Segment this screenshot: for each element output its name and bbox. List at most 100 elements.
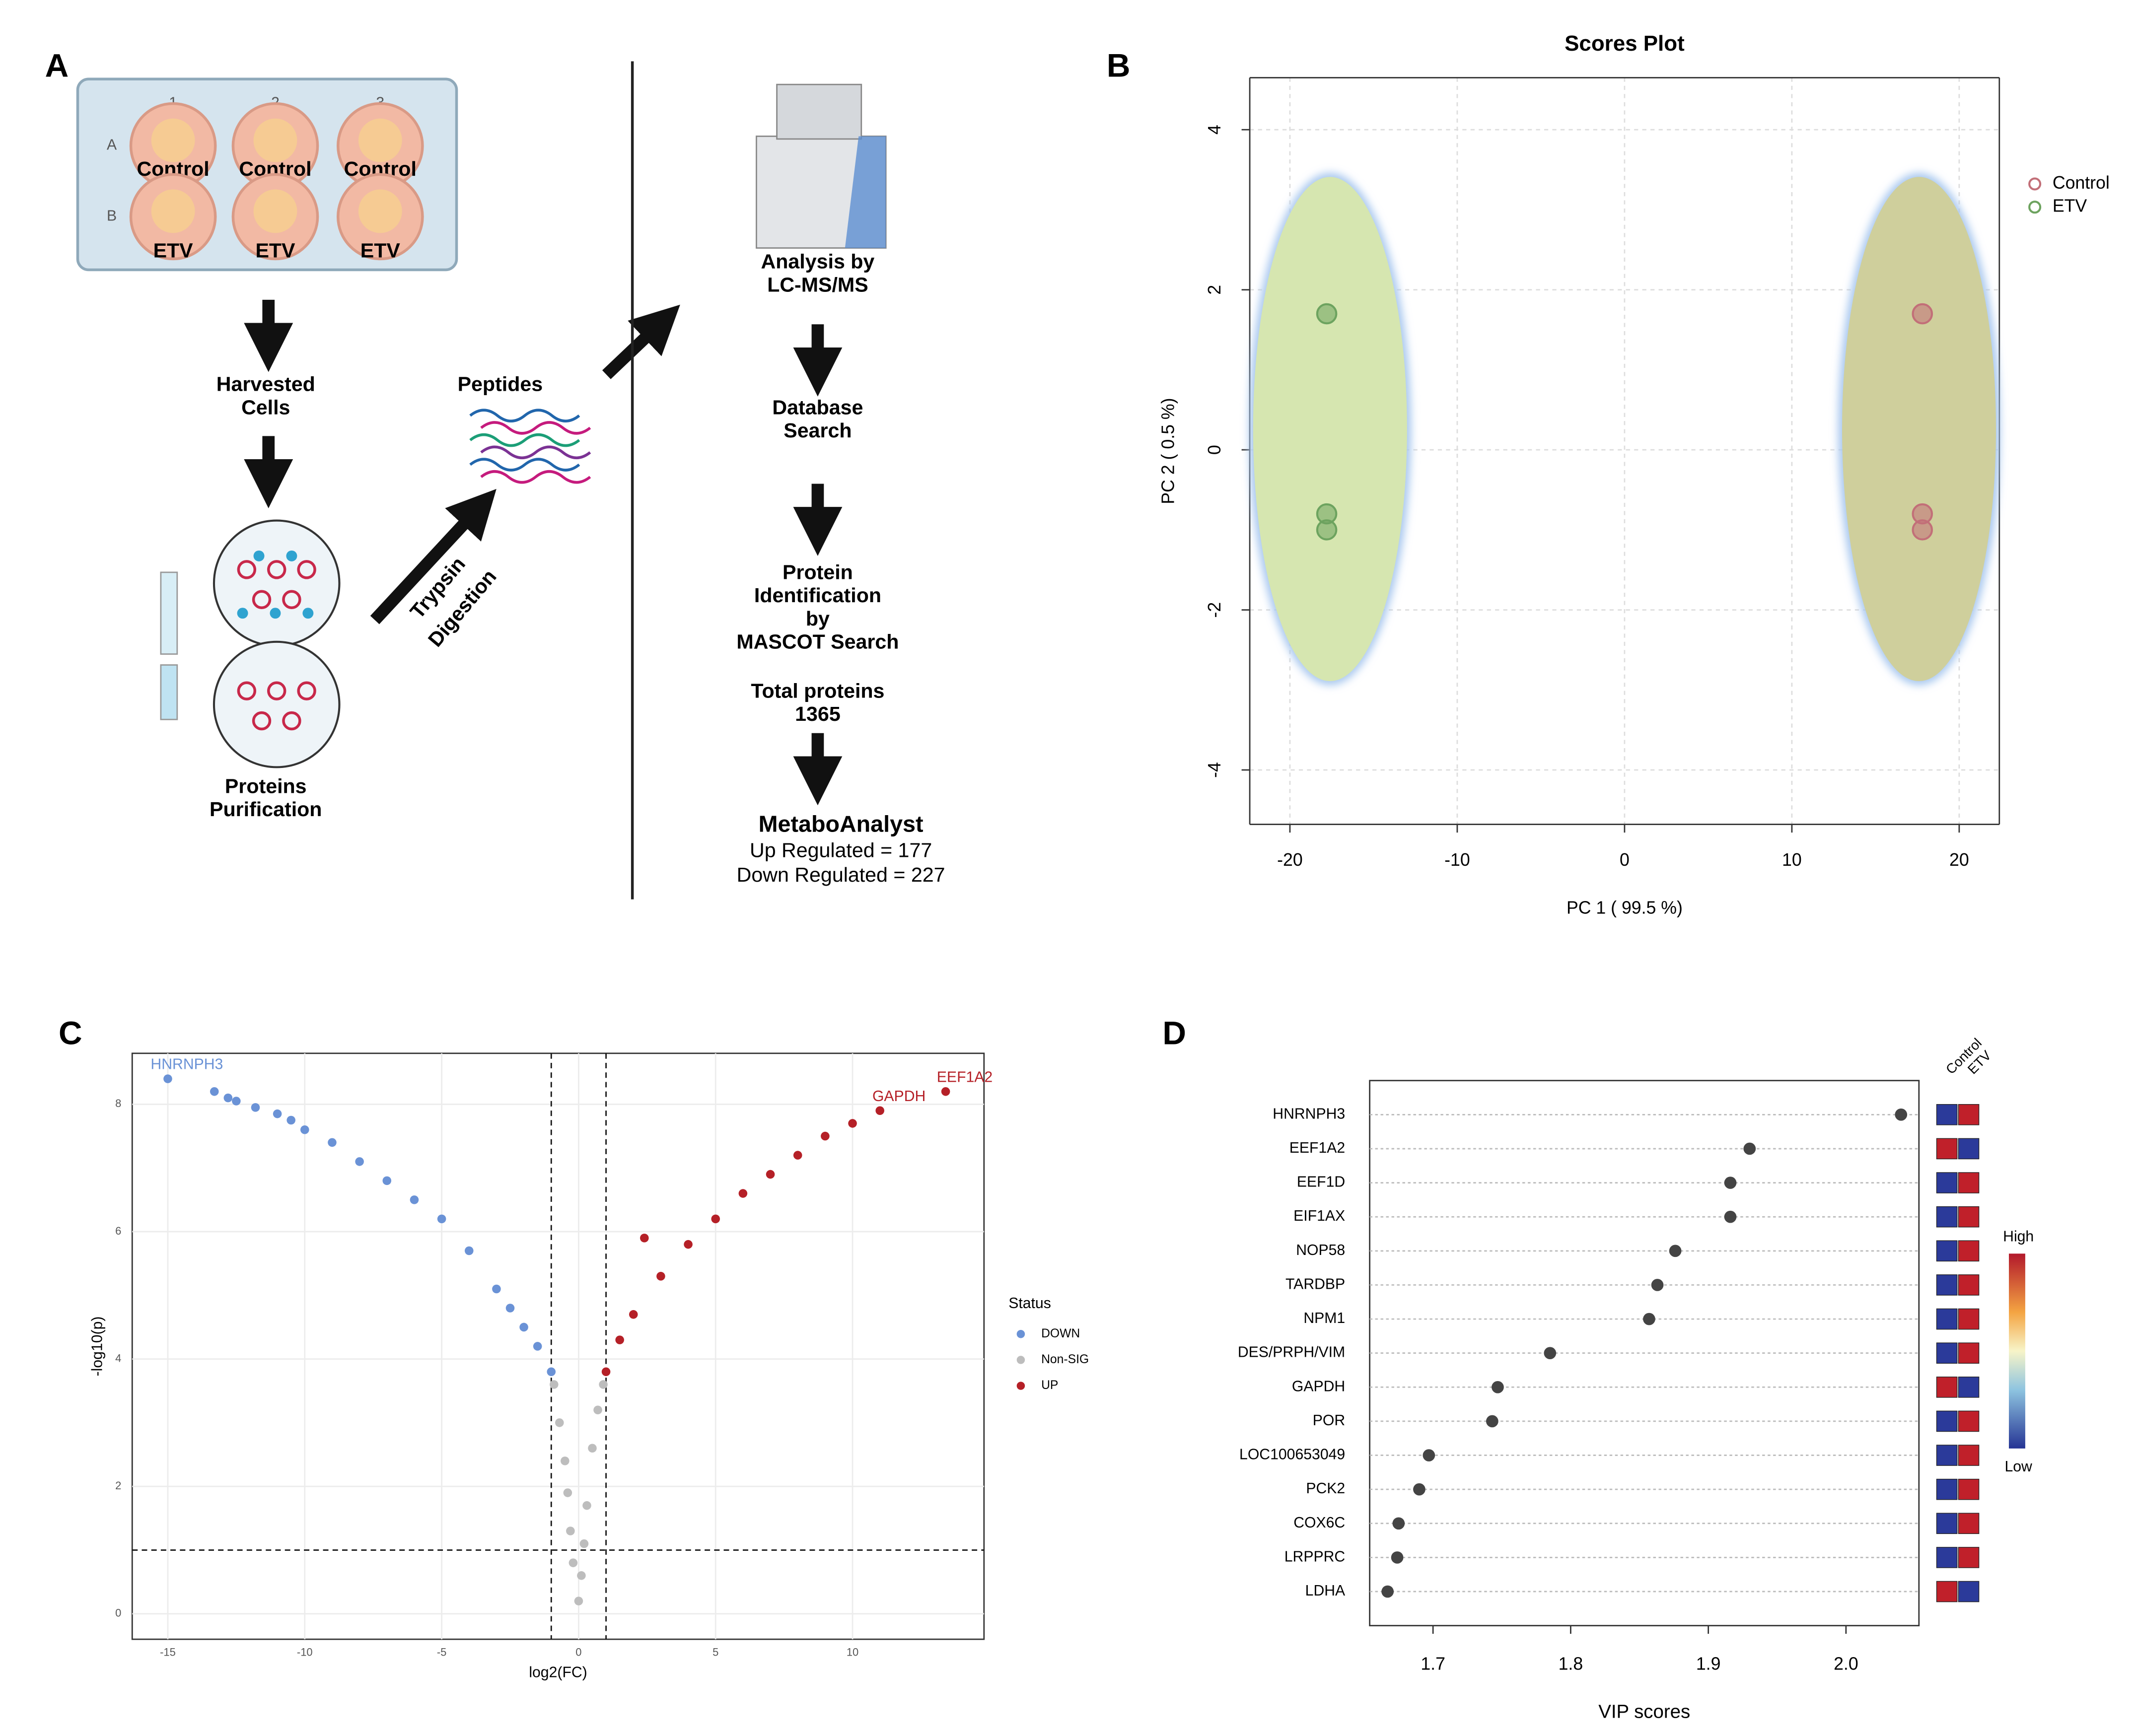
y-axis-label: PC 2 ( 0.5 %) (1158, 398, 1178, 504)
step-label: Up Regulated = 177 (750, 838, 932, 861)
heatmap-cell (1958, 1478, 1980, 1500)
step-label: 1365 (795, 702, 841, 725)
step-label: by (806, 607, 830, 630)
point (711, 1214, 720, 1224)
point (223, 1093, 233, 1103)
y-tick-label: 4 (1205, 125, 1224, 135)
panel-label: B (1107, 47, 1131, 84)
point (582, 1501, 591, 1510)
x-tick-label: 1.9 (1696, 1654, 1721, 1674)
confidence-ellipse (1253, 177, 1407, 682)
point (492, 1284, 501, 1294)
tube (160, 664, 178, 720)
y-tick-label: LRPPRC (1284, 1548, 1345, 1565)
y-tick-label: HNRNPH3 (1273, 1106, 1345, 1122)
heatmap-cell (1936, 1410, 1958, 1432)
heatmap-cell (1958, 1274, 1980, 1296)
ms-panel (845, 136, 886, 248)
x-axis-label: VIP scores (1598, 1701, 1690, 1722)
heatmap-cell (1936, 1138, 1958, 1160)
point (629, 1310, 638, 1319)
point (684, 1240, 693, 1249)
heatmap-cell (1936, 1445, 1958, 1466)
panel-label: C (59, 1015, 82, 1051)
point-annotation: GAPDH (872, 1088, 926, 1105)
x-tick-label: -10 (297, 1646, 313, 1658)
heatmap-cell (1936, 1377, 1958, 1398)
cell-cluster (151, 189, 195, 233)
protein-blob (297, 681, 316, 700)
point (1743, 1142, 1756, 1155)
well-label: ETV (153, 239, 194, 262)
plot-area (131, 1052, 985, 1640)
legend-marker (1016, 1356, 1025, 1364)
x-tick-label: 1.8 (1559, 1654, 1583, 1674)
confidence-ellipse (1842, 177, 1996, 682)
well-label: ETV (360, 239, 401, 262)
legend-label: UP (1041, 1379, 1058, 1392)
point (437, 1214, 446, 1224)
peptide (469, 458, 580, 472)
step-label: Search (784, 419, 852, 442)
heatmap-cell (1936, 1513, 1958, 1534)
point (577, 1571, 586, 1580)
heatmap-cell (1958, 1410, 1980, 1432)
point (875, 1106, 884, 1115)
point (251, 1103, 260, 1112)
tube (160, 571, 178, 655)
peptide (480, 421, 591, 435)
point (1724, 1210, 1737, 1223)
point (574, 1597, 583, 1605)
panel-label: D (1162, 1015, 1186, 1051)
x-tick-label: -15 (160, 1646, 176, 1658)
arrow (370, 488, 497, 625)
well-label: ETV (255, 239, 295, 262)
protein-blob (282, 590, 301, 609)
point (355, 1157, 364, 1166)
point (232, 1097, 241, 1106)
heatmap-cell (1936, 1342, 1958, 1364)
heatmap-cell (1958, 1513, 1980, 1534)
point-annotation: EEF1A2 (937, 1069, 993, 1085)
x-tick-label: 10 (847, 1646, 858, 1658)
step-label: Proteins (225, 774, 307, 797)
step-label: Analysis by (761, 250, 875, 273)
x-axis-label: PC 1 ( 99.5 %) (1567, 898, 1683, 917)
debris (253, 550, 265, 561)
point (563, 1488, 572, 1497)
point (328, 1138, 337, 1147)
heatmap-cell (1936, 1104, 1958, 1125)
point (561, 1457, 570, 1465)
arrow (602, 304, 680, 379)
point (1391, 1551, 1404, 1564)
step-label: MetaboAnalyst (759, 811, 924, 837)
point (1669, 1245, 1682, 1257)
y-tick-label: LDHA (1305, 1583, 1346, 1599)
heatmap-cell (1936, 1308, 1958, 1330)
y-tick-label: COX6C (1293, 1515, 1345, 1531)
protein-blob (267, 681, 286, 700)
x-tick-label: 10 (1782, 850, 1802, 870)
heatmap-cell (1958, 1445, 1980, 1466)
legend-marker (2028, 177, 2042, 191)
point (1912, 519, 1933, 541)
heatmap-cell (1958, 1240, 1980, 1262)
heatmap-cell (1958, 1308, 1980, 1330)
point (588, 1444, 597, 1453)
point (793, 1151, 802, 1160)
point (505, 1304, 515, 1313)
y-tick-label: DES/PRPH/VIM (1238, 1344, 1345, 1361)
point (1316, 519, 1338, 541)
point (300, 1125, 309, 1134)
debris (286, 550, 297, 561)
heatmap-cell (1958, 1581, 1980, 1602)
step-label: MASCOT Search (736, 630, 899, 653)
point (1895, 1108, 1908, 1121)
y-tick-label: EIF1AX (1293, 1208, 1345, 1224)
point (1413, 1483, 1425, 1496)
point (941, 1087, 950, 1096)
point (848, 1119, 857, 1128)
heatmap-cell (1958, 1138, 1980, 1160)
x-tick-label: 5 (712, 1646, 718, 1658)
legend-marker (2028, 201, 2042, 214)
